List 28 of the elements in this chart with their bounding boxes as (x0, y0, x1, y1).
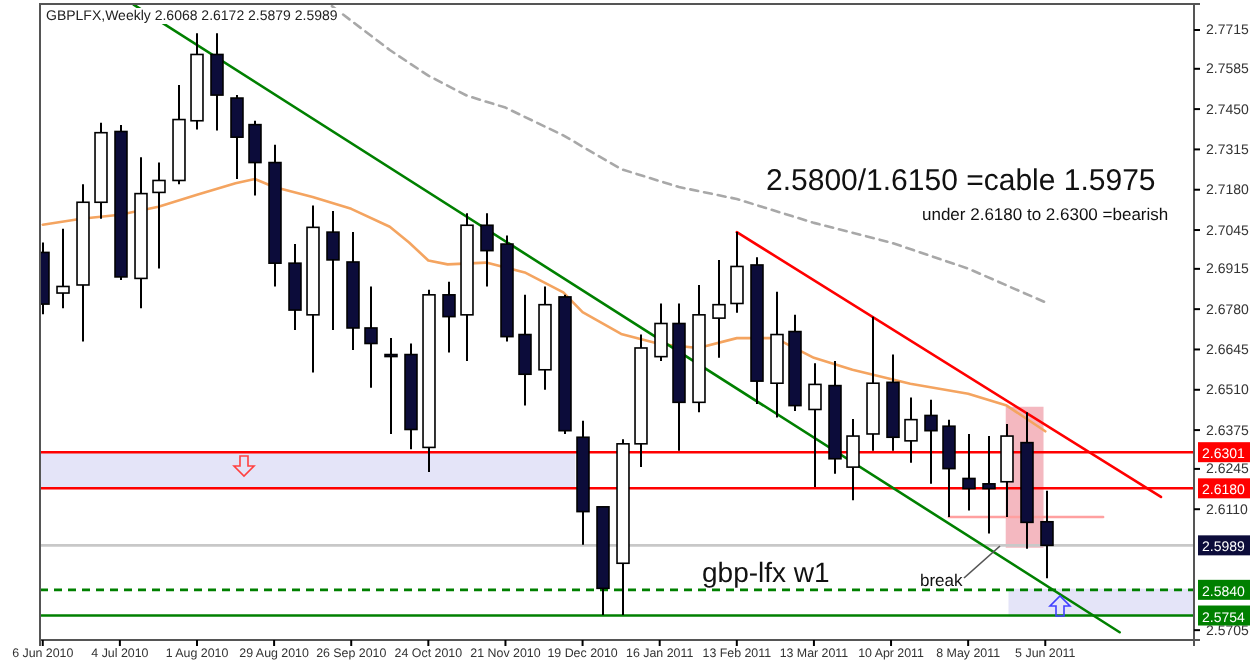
candlestick (654, 302, 668, 363)
candlestick (962, 432, 976, 512)
annotation: 2.5800/1.6150 =cable 1.5975 (766, 164, 1156, 198)
candlestick (326, 209, 340, 332)
annotation: under 2.6180 to 2.6300 =bearish (922, 204, 1169, 224)
candlestick (808, 362, 822, 489)
candlestick (288, 243, 302, 332)
candlestick (518, 293, 532, 407)
candlestick (904, 396, 918, 464)
candlestick (248, 119, 262, 197)
candlestick (152, 161, 166, 270)
candlestick (384, 337, 398, 435)
candlestick (230, 94, 244, 180)
candlestick (942, 418, 956, 518)
candlestick (364, 285, 378, 389)
annotation: gbp-lfx w1 (702, 556, 831, 588)
candlestick (56, 227, 70, 310)
candlestick (846, 418, 860, 502)
candlestick (480, 212, 494, 288)
candlestick (924, 398, 938, 485)
annotation: break (920, 570, 965, 590)
candlestick (730, 231, 744, 314)
candlestick (1000, 423, 1014, 518)
candlestick (210, 32, 224, 132)
candlestick (712, 258, 726, 359)
candlestick (1040, 489, 1054, 580)
candlestick (442, 280, 456, 354)
candlestick (982, 435, 996, 535)
